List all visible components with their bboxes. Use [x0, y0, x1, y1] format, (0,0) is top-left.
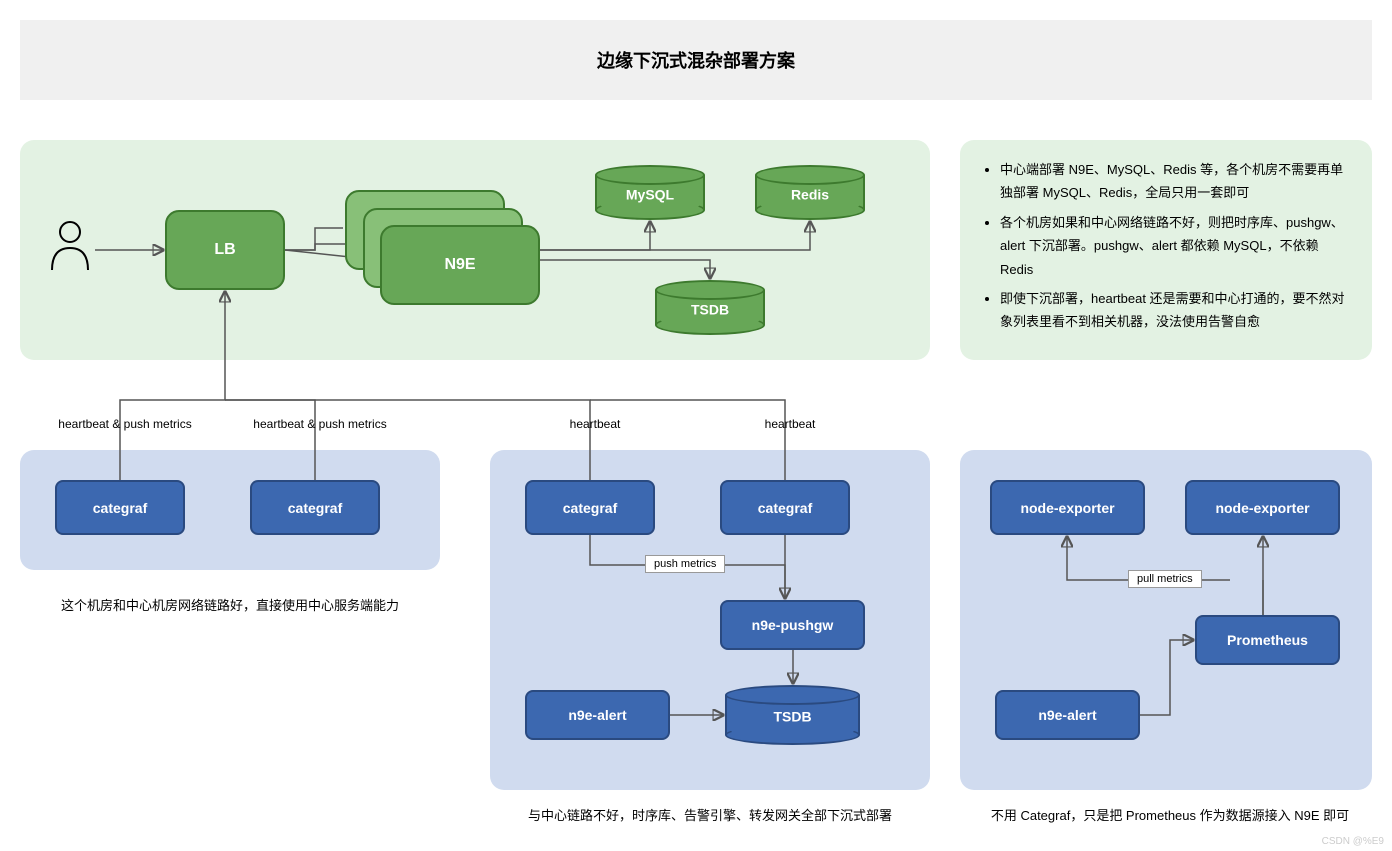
- edge-label: heartbeat & push metrics: [40, 417, 210, 431]
- redis-node: Redis: [755, 165, 865, 220]
- edge-label-boxed: push metrics: [645, 555, 725, 573]
- room2-caption: 与中心链路不好，时序库、告警引擎、转发网关全部下沉式部署: [510, 805, 910, 824]
- n9e-node: N9E: [380, 225, 540, 305]
- notes-panel: 中心端部署 N9E、MySQL、Redis 等，各个机房不需要再单独部署 MyS…: [960, 140, 1372, 360]
- room1-categraf1: categraf: [55, 480, 185, 535]
- watermark: CSDN @%E9: [1322, 836, 1384, 847]
- tsdb-room2-label: TSDB: [725, 709, 860, 725]
- room2-alert: n9e-alert: [525, 690, 670, 740]
- categraf-label: categraf: [563, 500, 617, 516]
- tsdb-central-node: TSDB: [655, 280, 765, 335]
- note-item: 中心端部署 N9E、MySQL、Redis 等，各个机房不需要再单独部署 MyS…: [1000, 158, 1350, 205]
- edge-label-boxed: pull metrics: [1128, 570, 1202, 588]
- alert-label: n9e-alert: [568, 707, 626, 723]
- room2-categraf2: categraf: [720, 480, 850, 535]
- redis-label: Redis: [755, 186, 865, 202]
- edge-label: heartbeat: [555, 417, 635, 431]
- room3-exporter2: node-exporter: [1185, 480, 1340, 535]
- diagram-title: 边缘下沉式混杂部署方案: [597, 47, 795, 73]
- pushgw-label: n9e-pushgw: [752, 617, 834, 633]
- n9e-label: N9E: [444, 256, 475, 274]
- room3-prometheus: Prometheus: [1195, 615, 1340, 665]
- exporter-label: node-exporter: [1215, 500, 1309, 516]
- categraf-label: categraf: [288, 500, 342, 516]
- note-item: 各个机房如果和中心网络链路不好，则把时序库、pushgw、alert 下沉部署。…: [1000, 211, 1350, 281]
- tsdb-central-label: TSDB: [655, 301, 765, 317]
- room3-caption: 不用 Categraf，只是把 Prometheus 作为数据源接入 N9E 即…: [975, 805, 1365, 824]
- room1-caption: 这个机房和中心机房网络链路好，直接使用中心服务端能力: [45, 595, 415, 614]
- note-item: 即使下沉部署，heartbeat 还是需要和中心打通的，要不然对象列表里看不到相…: [1000, 287, 1350, 334]
- room3-exporter1: node-exporter: [990, 480, 1145, 535]
- categraf-label: categraf: [93, 500, 147, 516]
- mysql-node: MySQL: [595, 165, 705, 220]
- prometheus-label: Prometheus: [1227, 632, 1308, 648]
- user-icon: [50, 220, 90, 275]
- lb-node: LB: [165, 210, 285, 290]
- alert-label: n9e-alert: [1038, 707, 1096, 723]
- room2-categraf1: categraf: [525, 480, 655, 535]
- lb-label: LB: [214, 241, 235, 259]
- exporter-label: node-exporter: [1020, 500, 1114, 516]
- room3-alert: n9e-alert: [995, 690, 1140, 740]
- title-bar: 边缘下沉式混杂部署方案: [20, 20, 1372, 100]
- mysql-label: MySQL: [595, 186, 705, 202]
- edge-label: heartbeat: [750, 417, 830, 431]
- categraf-label: categraf: [758, 500, 812, 516]
- room2-pushgw: n9e-pushgw: [720, 600, 865, 650]
- edge-label: heartbeat & push metrics: [235, 417, 405, 431]
- room2-tsdb: TSDB: [725, 685, 860, 745]
- notes-list: 中心端部署 N9E、MySQL、Redis 等，各个机房不需要再单独部署 MyS…: [982, 158, 1350, 334]
- room1-categraf2: categraf: [250, 480, 380, 535]
